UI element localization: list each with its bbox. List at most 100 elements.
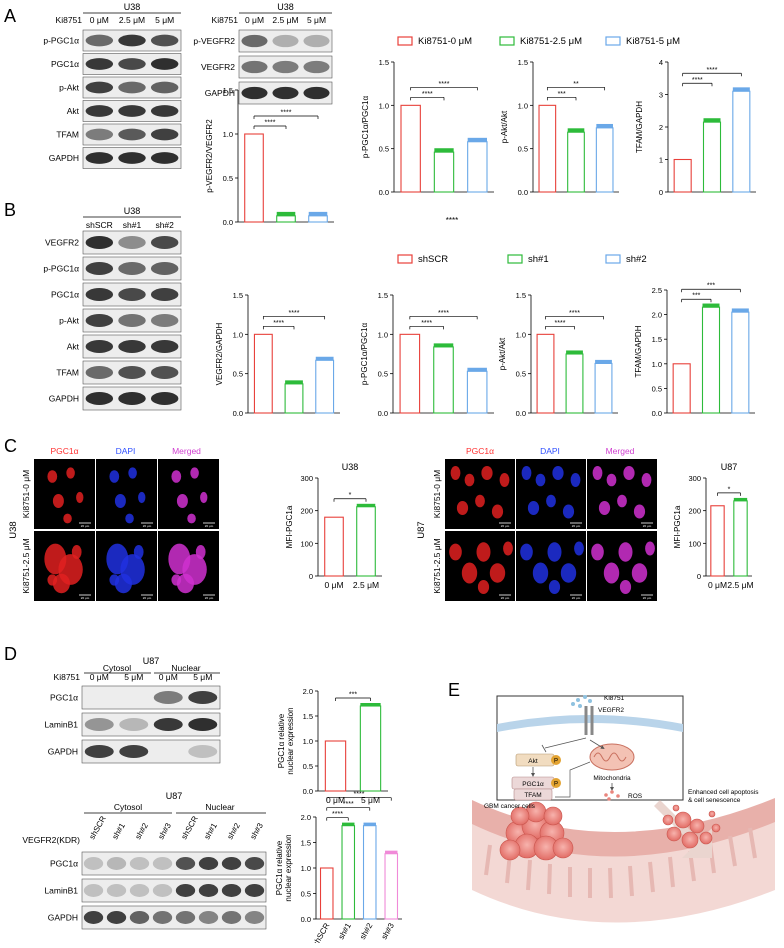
y-tick-label: 0 <box>309 572 313 581</box>
y-tick-label: 1.0 <box>652 360 662 369</box>
scalebar-label: 20 μm <box>643 524 652 528</box>
blot-band <box>245 884 264 897</box>
blot-band <box>151 288 178 301</box>
blot-band <box>176 857 195 870</box>
nucleus-icon <box>171 470 181 483</box>
y-tick-label: 2 <box>659 123 663 132</box>
stray-significance-label: **** <box>446 216 458 225</box>
group-label-cytosol: Cytosol <box>103 663 131 673</box>
y-tick-label: 2.5 <box>652 286 662 295</box>
blot-band <box>241 35 267 47</box>
blot-band <box>303 87 329 99</box>
blot-d-u87-knockdown: U87VEGFR2(KDR)shSCRsh#1sh#2sh#3shSCRsh#1… <box>0 791 266 929</box>
sig-label: *** <box>692 293 700 300</box>
sig-label: **** <box>555 320 566 327</box>
sig-label: *** <box>558 91 566 98</box>
nucleus-icon <box>574 542 584 556</box>
blot-band <box>84 857 103 870</box>
sig-label: **** <box>569 310 580 317</box>
blot-band <box>222 857 241 870</box>
bar-2 <box>309 216 328 222</box>
scalebar-label: 20 μm <box>572 596 581 600</box>
lane-label-shscr: shSCR <box>87 814 108 841</box>
scalebar-label: 20 μm <box>501 596 510 600</box>
phospho-label-2: P <box>554 782 558 788</box>
sig-label: **** <box>422 91 433 98</box>
bar-2 <box>467 371 487 413</box>
bar-2 <box>732 312 749 413</box>
y-tick-label: 1.5 <box>233 291 243 300</box>
gbm-tumor-icon <box>500 802 573 860</box>
sig-label: **** <box>343 801 354 808</box>
nucleus-icon <box>196 545 206 559</box>
blot-band <box>151 82 178 94</box>
nucleus-icon <box>563 505 574 519</box>
lane-label-sh-1: sh#1 <box>202 821 219 841</box>
row-label-vegfr2: VEGFR2 <box>201 62 235 72</box>
nucleus-icon <box>645 542 655 556</box>
group-label-nuclear-2: Nuclear <box>205 802 234 812</box>
lane-label-5-m: 5 μM <box>155 15 174 25</box>
sig-label: **** <box>438 310 449 317</box>
nucleus-icon <box>520 544 533 561</box>
y-tick-label: 0.5 <box>223 174 233 183</box>
blot-band <box>130 911 149 924</box>
row-label-akt: Akt <box>67 106 80 116</box>
error-bar-2 <box>309 212 328 216</box>
bar-0 <box>674 160 691 193</box>
lane-label-sh-2: sh#2 <box>225 821 242 841</box>
nucleus-icon <box>72 545 82 559</box>
legend-swatch-2 <box>606 255 620 263</box>
y-tick-label: 0.5 <box>233 370 243 379</box>
treatment-label: Ki8751 <box>56 15 83 25</box>
y-tick-label: 1.5 <box>378 291 388 300</box>
bar-0 <box>245 134 264 222</box>
y-tick-label: 2.0 <box>652 311 662 320</box>
blot-band <box>199 911 218 924</box>
x-tick-label-2-5-m: 2.5 μM <box>353 580 379 590</box>
y-tick-label: 0.5 <box>379 145 389 154</box>
legend-swatch-1 <box>508 255 522 263</box>
row-label-gapdh: GAPDH <box>48 747 78 757</box>
legend-label-ki8751-2-5-m: Ki8751-2.5 μM <box>520 36 582 47</box>
blot-band <box>151 105 178 117</box>
bar-2 <box>364 826 376 919</box>
blot-title: U38 <box>124 206 141 216</box>
x-tick-label-sh-3: sh#3 <box>380 921 397 941</box>
channel-label-merged: Merged <box>606 446 635 456</box>
y-tick-label: 0.5 <box>303 762 313 771</box>
legend-label-ki8751-0-m: Ki8751-0 μM <box>418 36 472 47</box>
blot-band <box>118 366 145 379</box>
nucleus-icon <box>617 495 627 508</box>
panel-e-schematic: Ki8751 VEGFR2 Akt P PGC1α P Mitochondria… <box>472 695 775 923</box>
y-tick-label: 2.0 <box>303 687 313 696</box>
blot-band <box>86 262 113 275</box>
bar-2 <box>596 128 613 192</box>
bar-1 <box>360 706 380 791</box>
drug-label: Ki8751 <box>604 695 625 702</box>
blot-band <box>86 58 113 70</box>
bar-0 <box>537 334 554 413</box>
mitochondria-icon <box>590 744 634 770</box>
bar-1 <box>702 307 719 413</box>
nucleus-icon <box>109 470 119 483</box>
nucleus-icon <box>128 467 137 478</box>
bar-1 <box>566 354 583 413</box>
chart-b-pakt: 0.00.51.01.5p-Akt/Akt******** <box>498 291 618 418</box>
nucleus-icon <box>171 574 181 585</box>
row-label-p-akt: p-Akt <box>59 316 79 326</box>
akt-label: Akt <box>528 758 538 765</box>
row-label-gapdh: GAPDH <box>48 913 78 923</box>
nucleus-icon <box>536 474 546 487</box>
error-bar-2 <box>732 308 749 312</box>
blot-band <box>107 911 126 924</box>
y-tick-label: 1.5 <box>516 291 526 300</box>
blot-band <box>272 35 298 47</box>
blot-band <box>241 87 267 99</box>
blot-band <box>86 392 113 405</box>
blot-band <box>86 236 113 249</box>
row-label-laminb1: LaminB1 <box>44 720 78 730</box>
y-tick-label: 1.0 <box>303 737 313 746</box>
y-axis-label: MFI-PGC1a <box>673 505 682 548</box>
